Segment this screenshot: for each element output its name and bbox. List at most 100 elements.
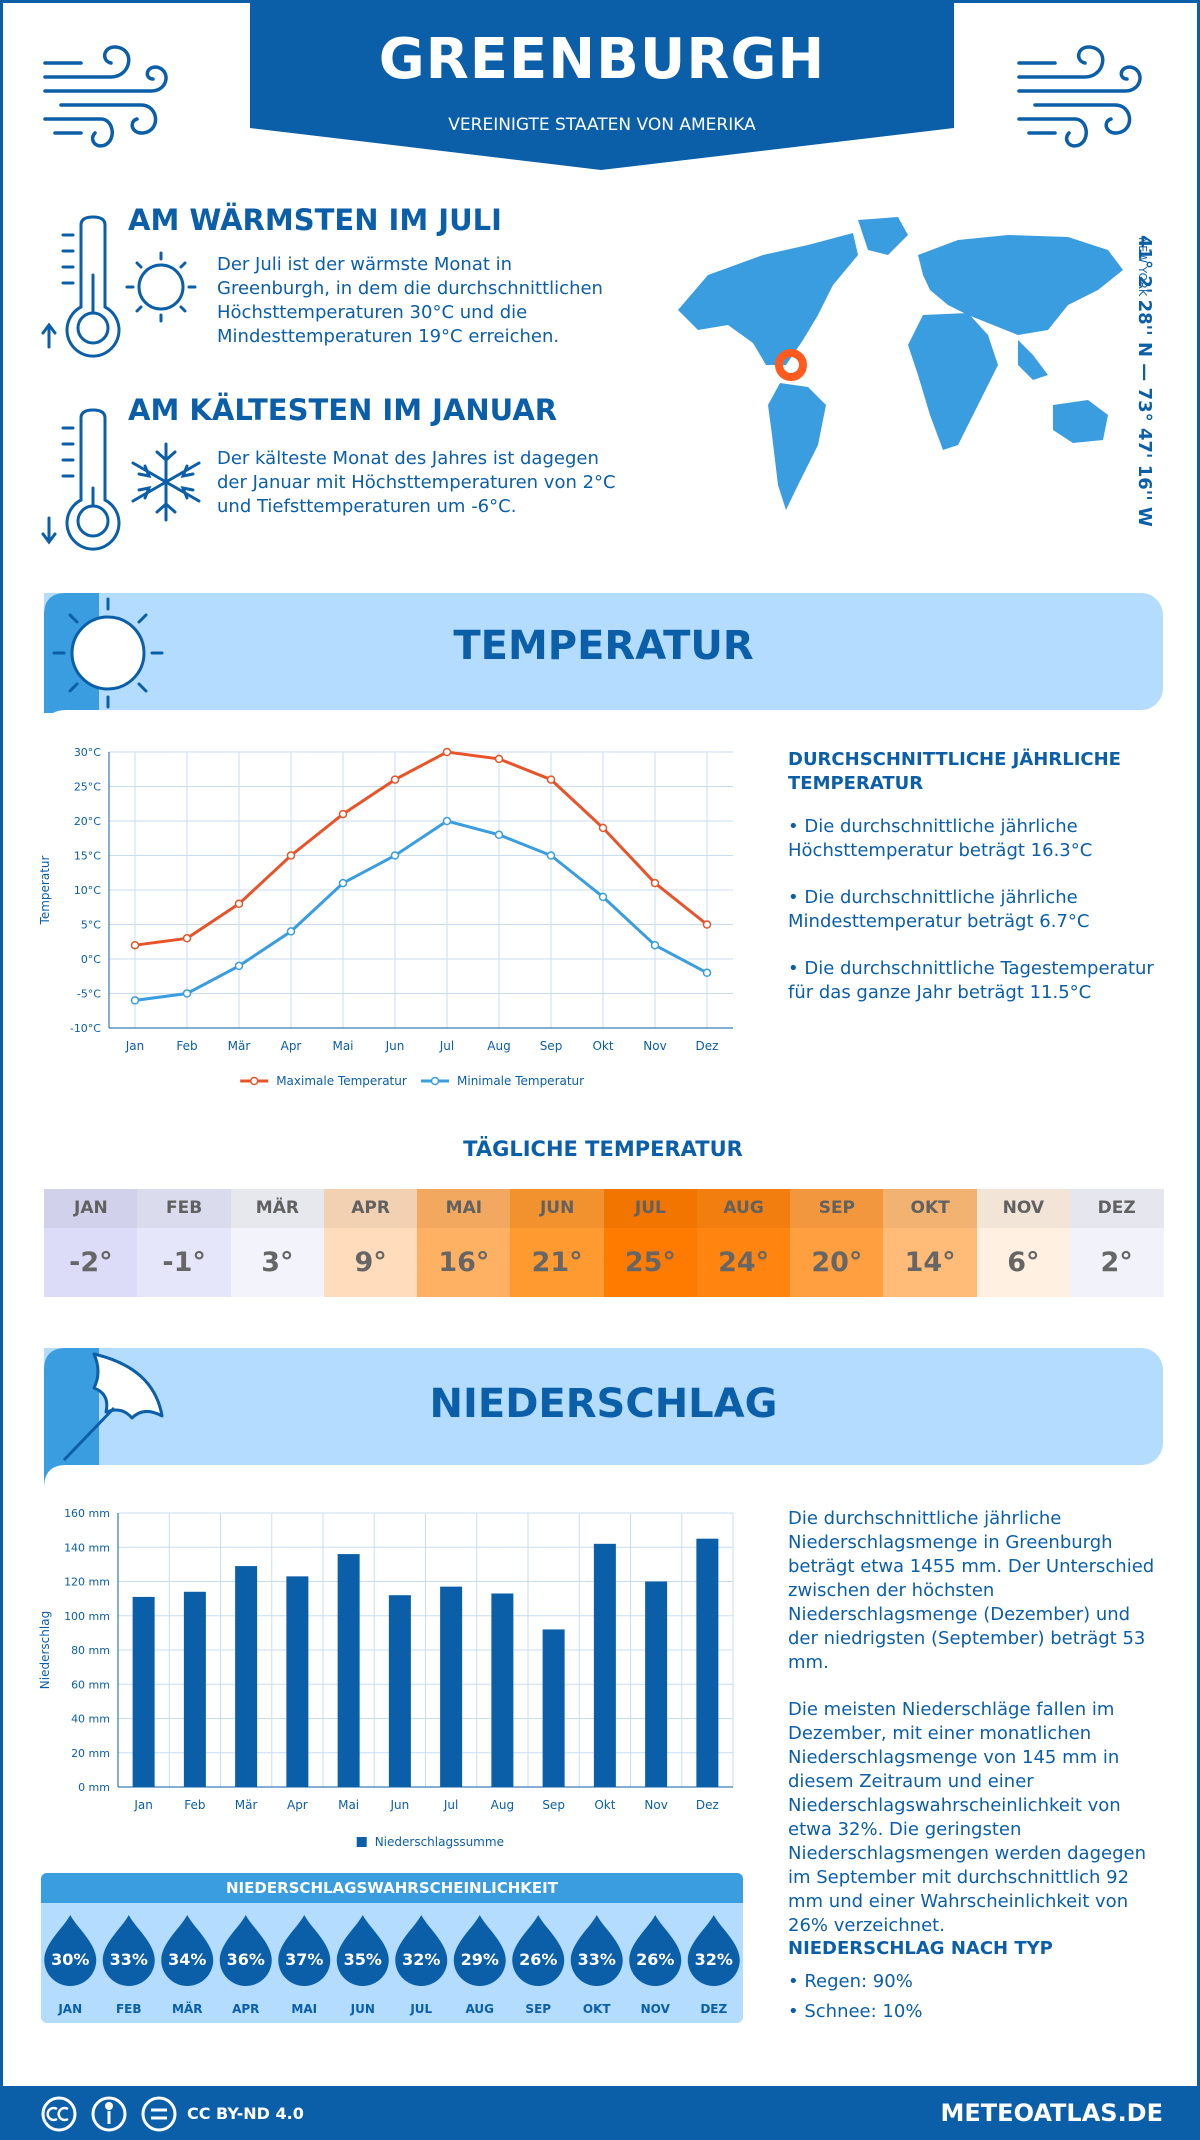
month-header: OKT: [883, 1189, 977, 1228]
precipitation-text: Die meisten Niederschläge fallen im Deze…: [788, 1699, 1146, 1936]
precipitation-title: NIEDERSCHLAG: [429, 1381, 778, 1427]
probability-month: NOV: [641, 2002, 671, 2016]
point: [234, 899, 244, 909]
point: [546, 775, 556, 784]
probability-drops: 30% JAN 33% FEB 34% MÄR 36% APR 37% MAI 35% JUN 32% J…: [44, 1915, 740, 2016]
probability-month: JUN: [350, 2002, 375, 2016]
point: [650, 878, 660, 888]
probability-month: JAN: [57, 2002, 82, 2016]
month-header: MAI: [417, 1189, 511, 1228]
month-value: -2°: [44, 1228, 138, 1297]
legend-swatch: [430, 1076, 440, 1086]
probability-value: 37%: [285, 1950, 323, 1969]
point: [702, 968, 712, 978]
probability-month: MÄR: [172, 2001, 202, 2016]
month-value: 21°: [510, 1228, 604, 1297]
point: [286, 927, 296, 936]
footer: [3, 2086, 1197, 2140]
month-value: 24°: [696, 1228, 791, 1297]
drop: [512, 1915, 565, 1986]
legend-label: Minimale Temperatur: [457, 1074, 584, 1088]
bar: [542, 1629, 565, 1787]
point: [598, 823, 608, 833]
warmest-text: Der Juli ist der wärmste Monat in Greenb…: [217, 254, 603, 347]
temperature-bullet: • Die durchschnittliche jährliche Höchst…: [788, 816, 1093, 861]
bar: [235, 1566, 258, 1787]
y-axis-label: Niederschlag: [38, 1611, 52, 1689]
probability-month: MAI: [291, 2002, 317, 2016]
x-tick-label: Sep: [542, 1798, 565, 1812]
probability-value: 26%: [636, 1950, 674, 1969]
point: [494, 754, 504, 764]
probability-month: FEB: [116, 2002, 142, 2016]
x-tick-label: Jun: [385, 1039, 405, 1053]
bar: [183, 1591, 206, 1787]
daily-temperature-table: JAN -2° FEB -1° MÄR 3° APR 9° MAI 16° JUN 21° JUL 25°…: [44, 1189, 1164, 1297]
probability-value: 30%: [51, 1950, 89, 1969]
month-value: 9°: [323, 1228, 418, 1297]
site: METEOATLAS.DE: [940, 2099, 1163, 2127]
y-tick-label: 0 mm: [78, 1781, 110, 1794]
line: [134, 750, 708, 947]
month-value: 3°: [230, 1228, 325, 1297]
precipitation-type-title: NIEDERSCHLAG NACH TYP: [788, 1938, 1053, 1959]
probability-value: 32%: [402, 1950, 440, 1969]
probability-month: SEP: [525, 2002, 551, 2016]
month-value: -1°: [137, 1228, 231, 1297]
point: [234, 961, 244, 971]
temperature-bullet: • Die durchschnittliche Tagestemperatur …: [788, 958, 1154, 1003]
point: [442, 747, 452, 757]
temperature-title: TEMPERATUR: [453, 623, 754, 669]
month-value: 14°: [883, 1228, 977, 1297]
country-subtitle: VEREINIGTE STAATEN VON AMERIKA: [448, 115, 756, 135]
month-header: FEB: [137, 1189, 231, 1228]
point: [182, 934, 192, 943]
legend-label: Maximale Temperatur: [276, 1074, 407, 1088]
license: CC BY-ND 4.0: [187, 2104, 304, 2123]
month-header: JUL: [603, 1189, 698, 1228]
point: [494, 830, 504, 840]
month-header: AUG: [696, 1189, 791, 1228]
point: [338, 809, 348, 819]
probability-value: 34%: [168, 1950, 206, 1969]
bar: [286, 1576, 309, 1787]
city-title: GREENBURGH: [378, 27, 826, 92]
wind-icon-left: [43, 45, 168, 148]
probability-month: OKT: [583, 2002, 612, 2016]
precipitation-chart: 0 mm 20 mm 40 mm 60 mm 80 mm 100 mm 120 mm 140 …: [38, 1507, 734, 1849]
x-tick-label: Mär: [235, 1798, 258, 1812]
drop: [629, 1915, 682, 1986]
x-tick-label: Sep: [540, 1039, 563, 1053]
bar: [696, 1538, 719, 1787]
probability-month: AUG: [465, 2002, 494, 2016]
point: [390, 851, 400, 860]
point: [182, 989, 192, 998]
probability-value: 32%: [695, 1950, 733, 1969]
precipitation-banner: NIEDERSCHLAG: [44, 1348, 1163, 1465]
umbrella-icon: [44, 1348, 164, 1488]
x-tick-label: Okt: [594, 1798, 615, 1812]
y-tick-label: 15°C: [74, 850, 101, 863]
y-tick-label: 20 mm: [71, 1747, 110, 1760]
y-tick-label: 160 mm: [64, 1507, 110, 1520]
x-tick-label: Aug: [491, 1798, 514, 1812]
x-tick-label: Mai: [338, 1798, 359, 1812]
x-tick-label: Nov: [644, 1798, 667, 1812]
point: [286, 851, 296, 860]
month-header: SEP: [790, 1189, 884, 1228]
month-value: 6°: [976, 1228, 1071, 1297]
y-tick-label: 20°C: [74, 815, 101, 828]
x-tick-label: Jun: [390, 1798, 410, 1812]
drop: [278, 1915, 331, 1986]
legend-label: Niederschlagssumme: [375, 1835, 504, 1849]
warmest-title: AM WÄRMSTEN IM JULI: [128, 203, 502, 237]
x-tick-label: Okt: [592, 1039, 613, 1053]
x-tick-label: Jan: [133, 1798, 153, 1812]
y-tick-label: -10°C: [70, 1022, 101, 1035]
drop: [453, 1915, 506, 1987]
x-tick-label: Apr: [281, 1039, 302, 1053]
month-header: JUN: [510, 1189, 604, 1228]
point: [390, 775, 400, 784]
sun-icon: [44, 593, 164, 713]
drop: [570, 1915, 623, 1986]
